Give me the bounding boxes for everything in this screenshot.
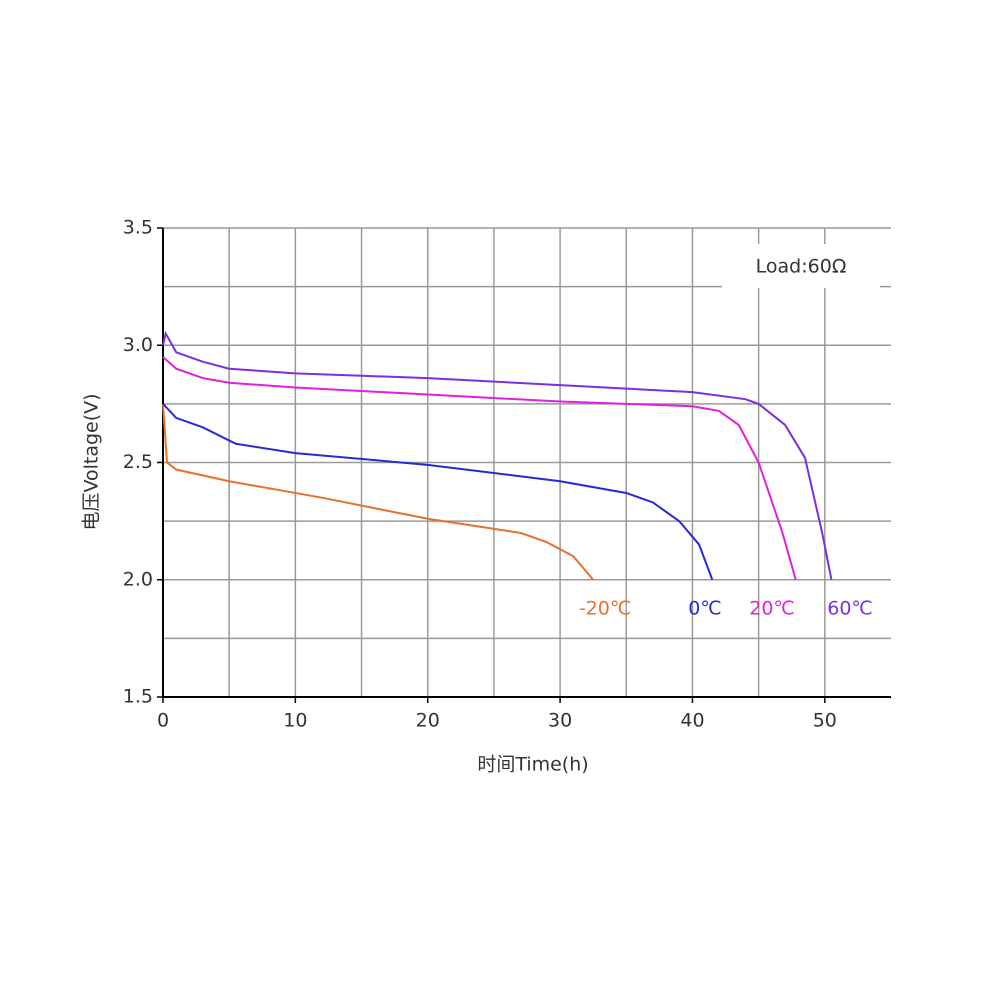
series-line	[162, 330, 833, 580]
legend-label: -20℃	[579, 598, 631, 620]
x-tick-label: 20	[416, 710, 440, 732]
y-tick-label: 2.5	[123, 451, 153, 473]
y-tick-label: 2.0	[123, 568, 153, 590]
annotation: Load:60Ω	[756, 256, 847, 278]
series-line	[162, 403, 714, 581]
annotation-box	[722, 244, 880, 288]
legend-label: 20℃	[749, 598, 795, 620]
y-axis-label: 电压Voltage(V)	[81, 393, 103, 530]
y-tick-label: 1.5	[123, 686, 153, 708]
y-tick-label: 3.0	[123, 334, 153, 356]
series-line	[162, 356, 797, 581]
x-tick-label: 10	[283, 710, 307, 732]
x-tick-label: 30	[548, 710, 572, 732]
x-axis-label: 时间Time(h)	[477, 754, 588, 776]
legend-label: 60℃	[827, 598, 873, 620]
x-tick-label: 50	[813, 710, 837, 732]
y-tick-label: 3.5	[123, 217, 153, 239]
series-line	[162, 403, 594, 581]
x-tick-label: 40	[680, 710, 704, 732]
legend-label: 0℃	[688, 598, 721, 620]
x-tick-label: 0	[157, 710, 169, 732]
